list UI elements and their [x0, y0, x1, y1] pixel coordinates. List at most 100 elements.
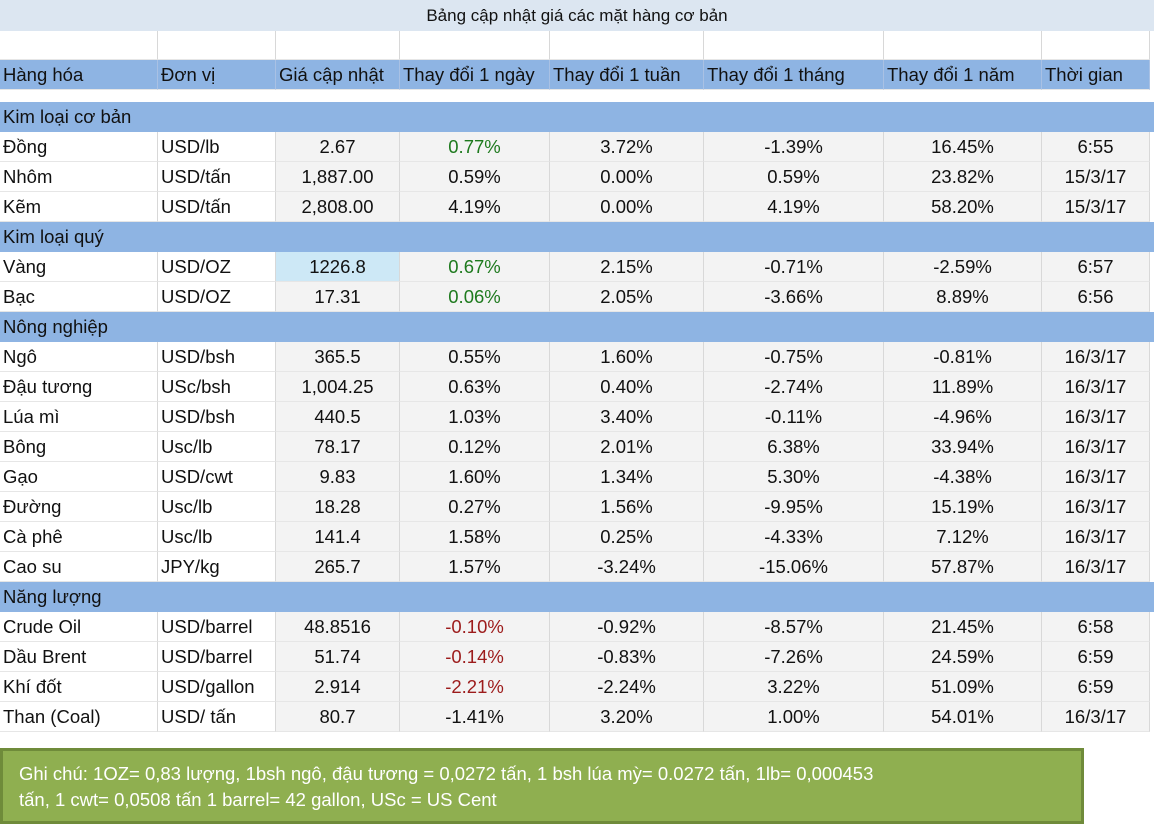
change-week-cell[interactable]: 3.72%: [550, 132, 704, 162]
section-title[interactable]: Năng lượng: [3, 586, 102, 607]
change-day-cell[interactable]: 0.63%: [400, 372, 550, 402]
header-change-day[interactable]: Thay đổi 1 ngày: [400, 60, 550, 90]
change-year-cell[interactable]: 11.89%: [884, 372, 1042, 402]
change-year-cell[interactable]: 33.94%: [884, 432, 1042, 462]
change-day-cell[interactable]: -2.21%: [400, 672, 550, 702]
change-day-cell[interactable]: 0.55%: [400, 342, 550, 372]
change-week-cell[interactable]: 2.05%: [550, 282, 704, 312]
commodity-cell[interactable]: Đậu tương: [0, 372, 158, 402]
blank-cell[interactable]: [0, 31, 158, 60]
commodity-cell[interactable]: Bông: [0, 432, 158, 462]
change-day-cell[interactable]: 0.27%: [400, 492, 550, 522]
change-year-cell[interactable]: 7.12%: [884, 522, 1042, 552]
unit-cell[interactable]: USD/barrel: [158, 612, 276, 642]
commodity-cell[interactable]: Gạo: [0, 462, 158, 492]
unit-cell[interactable]: USD/tấn: [158, 192, 276, 222]
change-month-cell[interactable]: 3.22%: [704, 672, 884, 702]
blank-cell[interactable]: [884, 31, 1042, 60]
change-month-cell[interactable]: -0.75%: [704, 342, 884, 372]
change-week-cell[interactable]: 0.25%: [550, 522, 704, 552]
unit-cell[interactable]: JPY/kg: [158, 552, 276, 582]
change-month-cell[interactable]: 0.59%: [704, 162, 884, 192]
change-year-cell[interactable]: -2.59%: [884, 252, 1042, 282]
change-year-cell[interactable]: 8.89%: [884, 282, 1042, 312]
change-year-cell[interactable]: 15.19%: [884, 492, 1042, 522]
change-month-cell[interactable]: 6.38%: [704, 432, 884, 462]
change-year-cell[interactable]: -4.38%: [884, 462, 1042, 492]
change-day-cell[interactable]: 1.57%: [400, 552, 550, 582]
commodity-cell[interactable]: Ngô: [0, 342, 158, 372]
change-day-cell[interactable]: 0.77%: [400, 132, 550, 162]
unit-cell[interactable]: Usc/lb: [158, 432, 276, 462]
commodity-cell[interactable]: Dầu Brent: [0, 642, 158, 672]
price-cell[interactable]: 265.7: [276, 552, 400, 582]
change-day-cell[interactable]: 1.03%: [400, 402, 550, 432]
unit-cell[interactable]: Usc/lb: [158, 492, 276, 522]
price-cell[interactable]: 17.31: [276, 282, 400, 312]
header-change-week[interactable]: Thay đổi 1 tuần: [550, 60, 704, 90]
change-week-cell[interactable]: 0.00%: [550, 162, 704, 192]
change-month-cell[interactable]: -3.66%: [704, 282, 884, 312]
time-cell[interactable]: 16/3/17: [1042, 342, 1150, 372]
change-day-cell[interactable]: 1.58%: [400, 522, 550, 552]
change-day-cell[interactable]: -0.10%: [400, 612, 550, 642]
unit-cell[interactable]: USD/gallon: [158, 672, 276, 702]
unit-cell[interactable]: Usc/lb: [158, 522, 276, 552]
time-cell[interactable]: 6:57: [1042, 252, 1150, 282]
unit-cell[interactable]: USD/cwt: [158, 462, 276, 492]
change-month-cell[interactable]: 4.19%: [704, 192, 884, 222]
change-month-cell[interactable]: 5.30%: [704, 462, 884, 492]
commodity-cell[interactable]: Nhôm: [0, 162, 158, 192]
header-change-year[interactable]: Thay đổi 1 năm: [884, 60, 1042, 90]
price-cell[interactable]: 1226.8: [276, 252, 400, 282]
change-year-cell[interactable]: 54.01%: [884, 702, 1042, 732]
unit-cell[interactable]: USD/ tấn: [158, 702, 276, 732]
blank-cell[interactable]: [704, 31, 884, 60]
time-cell[interactable]: 16/3/17: [1042, 492, 1150, 522]
change-year-cell[interactable]: 23.82%: [884, 162, 1042, 192]
change-week-cell[interactable]: 0.40%: [550, 372, 704, 402]
change-day-cell[interactable]: -0.14%: [400, 642, 550, 672]
change-year-cell[interactable]: -4.96%: [884, 402, 1042, 432]
unit-cell[interactable]: USc/bsh: [158, 372, 276, 402]
commodity-cell[interactable]: Cao su: [0, 552, 158, 582]
price-cell[interactable]: 365.5: [276, 342, 400, 372]
change-month-cell[interactable]: -1.39%: [704, 132, 884, 162]
header-time[interactable]: Thời gian: [1042, 60, 1150, 90]
change-year-cell[interactable]: 58.20%: [884, 192, 1042, 222]
time-cell[interactable]: 15/3/17: [1042, 162, 1150, 192]
change-day-cell[interactable]: -1.41%: [400, 702, 550, 732]
change-week-cell[interactable]: 2.01%: [550, 432, 704, 462]
change-month-cell[interactable]: -8.57%: [704, 612, 884, 642]
blank-cell[interactable]: [276, 31, 400, 60]
time-cell[interactable]: 15/3/17: [1042, 192, 1150, 222]
time-cell[interactable]: 6:58: [1042, 612, 1150, 642]
header-change-month[interactable]: Thay đổi 1 tháng: [704, 60, 884, 90]
commodity-cell[interactable]: Đường: [0, 492, 158, 522]
price-cell[interactable]: 2,808.00: [276, 192, 400, 222]
change-day-cell[interactable]: 0.12%: [400, 432, 550, 462]
unit-cell[interactable]: USD/OZ: [158, 282, 276, 312]
commodity-cell[interactable]: Bạc: [0, 282, 158, 312]
price-cell[interactable]: 51.74: [276, 642, 400, 672]
time-cell[interactable]: 6:59: [1042, 672, 1150, 702]
unit-cell[interactable]: USD/tấn: [158, 162, 276, 192]
unit-cell[interactable]: USD/bsh: [158, 402, 276, 432]
price-cell[interactable]: 9.83: [276, 462, 400, 492]
time-cell[interactable]: 16/3/17: [1042, 462, 1150, 492]
unit-cell[interactable]: USD/OZ: [158, 252, 276, 282]
commodity-cell[interactable]: Cà phê: [0, 522, 158, 552]
header-unit[interactable]: Đơn vị: [158, 60, 276, 90]
commodity-cell[interactable]: Đồng: [0, 132, 158, 162]
price-cell[interactable]: 18.28: [276, 492, 400, 522]
change-week-cell[interactable]: -2.24%: [550, 672, 704, 702]
price-cell[interactable]: 2.914: [276, 672, 400, 702]
change-day-cell[interactable]: 0.06%: [400, 282, 550, 312]
time-cell[interactable]: 16/3/17: [1042, 552, 1150, 582]
change-month-cell[interactable]: -15.06%: [704, 552, 884, 582]
time-cell[interactable]: 16/3/17: [1042, 522, 1150, 552]
section-title[interactable]: Kim loại quý: [3, 226, 104, 247]
change-month-cell[interactable]: -2.74%: [704, 372, 884, 402]
change-month-cell[interactable]: -7.26%: [704, 642, 884, 672]
change-week-cell[interactable]: -3.24%: [550, 552, 704, 582]
